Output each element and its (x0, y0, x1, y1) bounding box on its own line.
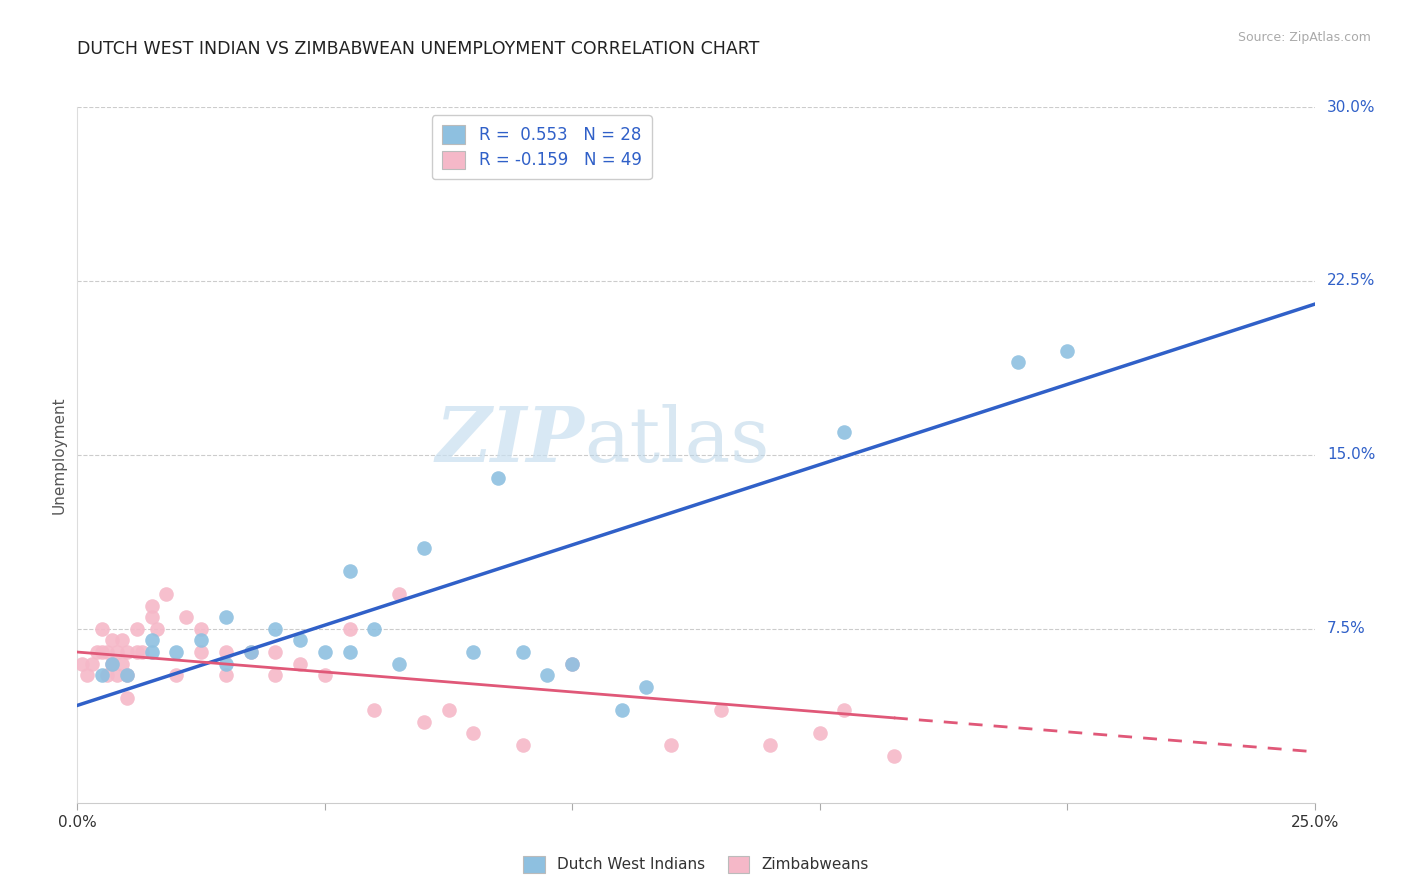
Point (412, 541, 434, 555)
Point (105, 668, 128, 682)
Point (115, 691, 138, 706)
Point (1007, 355, 1029, 369)
Point (512, 645, 534, 659)
Point (190, 645, 212, 659)
Point (659, 738, 682, 752)
Point (174, 610, 197, 624)
Point (141, 645, 163, 659)
Point (215, 610, 238, 624)
Point (264, 645, 287, 659)
Point (463, 726, 485, 740)
Point (141, 610, 163, 624)
Point (215, 645, 238, 659)
Point (437, 703, 460, 717)
Point (86, 645, 108, 659)
Point (111, 633, 134, 648)
Point (412, 714, 434, 729)
Point (388, 657, 411, 671)
Point (388, 587, 411, 601)
Point (561, 657, 583, 671)
Point (165, 668, 187, 682)
Point (131, 645, 153, 659)
Text: 30.0%: 30.0% (1327, 100, 1375, 114)
Point (463, 645, 485, 659)
Text: DUTCH WEST INDIAN VS ZIMBABWEAN UNEMPLOYMENT CORRELATION CHART: DUTCH WEST INDIAN VS ZIMBABWEAN UNEMPLOY… (77, 40, 759, 58)
Point (115, 645, 138, 659)
Point (111, 657, 134, 671)
Point (288, 657, 311, 671)
Point (363, 703, 385, 717)
Point (115, 668, 138, 682)
Point (512, 738, 534, 752)
Text: 15.0%: 15.0% (1327, 448, 1375, 462)
Point (101, 657, 124, 671)
Point (125, 645, 148, 659)
Point (155, 587, 177, 601)
Point (610, 703, 633, 717)
Point (82, 657, 104, 671)
Point (561, 657, 583, 671)
Point (288, 633, 311, 648)
Point (834, 703, 856, 717)
Point (141, 633, 163, 648)
Y-axis label: Unemployment: Unemployment (51, 396, 66, 514)
Point (101, 657, 124, 671)
Legend: Dutch West Indians, Zimbabweans: Dutch West Indians, Zimbabweans (517, 850, 875, 879)
Point (165, 645, 187, 659)
Point (883, 749, 905, 764)
Text: 22.5%: 22.5% (1327, 274, 1375, 288)
Point (91, 622, 114, 636)
Point (808, 726, 831, 740)
Point (363, 622, 385, 636)
Point (91, 645, 114, 659)
Point (834, 425, 856, 439)
Text: atlas: atlas (585, 404, 770, 478)
Point (215, 657, 238, 671)
Text: Source: ZipAtlas.com: Source: ZipAtlas.com (1237, 31, 1371, 45)
Point (125, 622, 148, 636)
Point (239, 645, 262, 659)
Point (264, 668, 287, 682)
Point (190, 633, 212, 648)
Point (96, 645, 118, 659)
Point (536, 668, 558, 682)
Point (339, 645, 361, 659)
Point (339, 622, 361, 636)
Point (115, 668, 138, 682)
Point (145, 622, 167, 636)
Point (264, 622, 287, 636)
Point (636, 680, 658, 694)
Point (314, 645, 336, 659)
Point (76, 668, 98, 682)
Point (215, 668, 238, 682)
Text: ZIP: ZIP (436, 404, 585, 478)
Point (105, 645, 128, 659)
Point (486, 471, 509, 485)
Point (72, 657, 94, 671)
Point (339, 564, 361, 578)
Point (759, 738, 782, 752)
Text: 7.5%: 7.5% (1327, 622, 1365, 636)
Point (141, 599, 163, 613)
Point (96, 668, 118, 682)
Point (314, 668, 336, 682)
Point (91, 668, 114, 682)
Point (239, 645, 262, 659)
Point (1056, 343, 1078, 358)
Point (190, 622, 212, 636)
Point (101, 633, 124, 648)
Point (710, 703, 733, 717)
